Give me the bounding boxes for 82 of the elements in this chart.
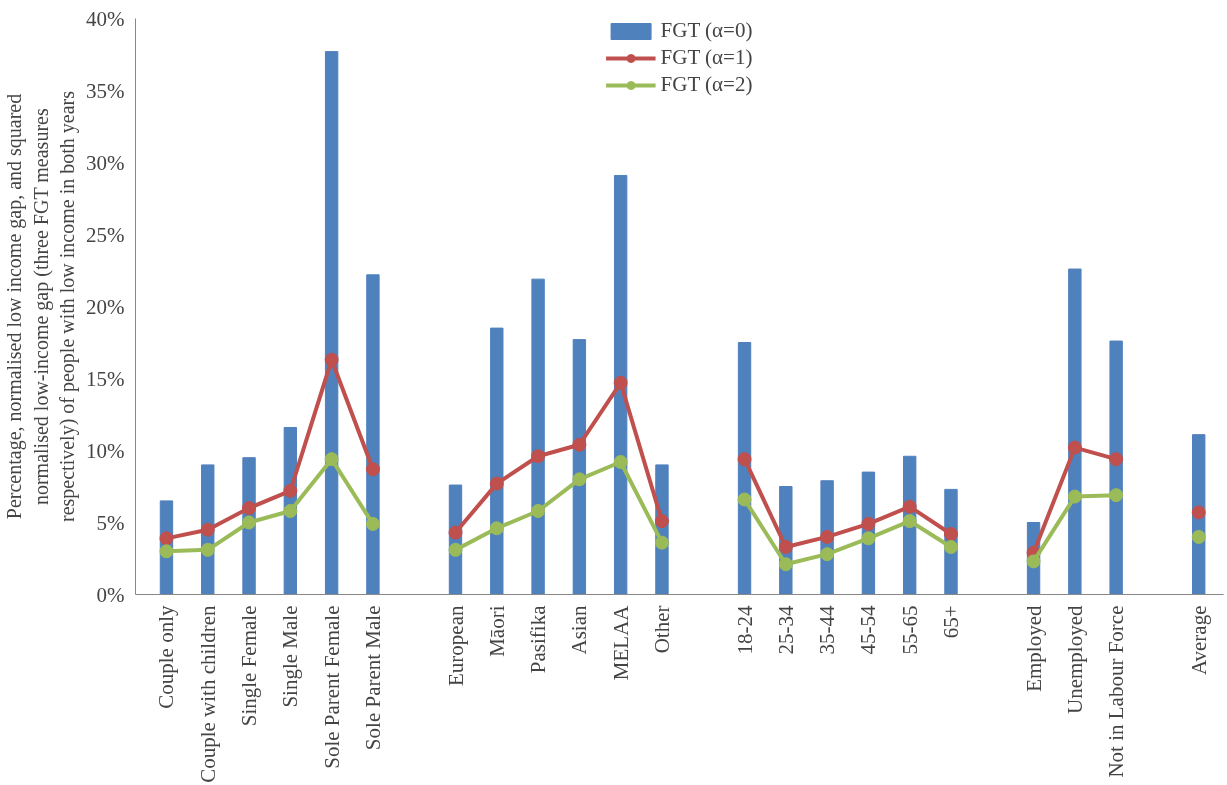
y-tick-label: 5% bbox=[96, 510, 125, 535]
point bbox=[943, 527, 958, 542]
x-tick-label: 25-34 bbox=[773, 605, 798, 655]
bar bbox=[613, 174, 628, 595]
y-tick-label: 25% bbox=[86, 222, 125, 247]
y-tick-label: 15% bbox=[86, 366, 125, 391]
point bbox=[737, 492, 752, 507]
point bbox=[1191, 505, 1206, 520]
point bbox=[820, 547, 835, 562]
y-tick-label: 30% bbox=[86, 150, 125, 175]
point bbox=[365, 462, 380, 477]
x-tick-label: 65+ bbox=[938, 605, 963, 639]
x-tick-label: Not in Labour Force bbox=[1104, 605, 1129, 778]
y-tick-label: 35% bbox=[86, 78, 125, 103]
point bbox=[1109, 488, 1124, 503]
x-tick-label: Other bbox=[649, 605, 674, 654]
point bbox=[1026, 554, 1041, 569]
x-tick-label: European bbox=[443, 605, 468, 686]
legend-label: FGT (α=1) bbox=[660, 45, 753, 70]
x-tick-label: 45-54 bbox=[856, 605, 881, 655]
point bbox=[861, 531, 876, 546]
point bbox=[902, 499, 917, 514]
point bbox=[489, 476, 504, 491]
point bbox=[324, 452, 339, 467]
point bbox=[572, 472, 587, 487]
point bbox=[448, 542, 463, 557]
point bbox=[242, 515, 257, 530]
x-tick-label: Average bbox=[1186, 605, 1211, 676]
y-tick-label: 0% bbox=[96, 582, 125, 607]
x-tick-label: Couple with children bbox=[195, 605, 220, 783]
x-tick-label: Pasifika bbox=[526, 604, 551, 674]
y-tick-label: 10% bbox=[86, 438, 125, 463]
bar bbox=[531, 278, 545, 595]
point bbox=[242, 501, 257, 516]
point bbox=[1109, 452, 1124, 467]
bar bbox=[490, 327, 504, 595]
point bbox=[448, 525, 463, 540]
point bbox=[531, 503, 546, 518]
x-tick-label: Unemployed bbox=[1062, 605, 1087, 714]
point bbox=[200, 522, 215, 537]
legend-label: FGT (α=2) bbox=[660, 72, 753, 97]
x-tick-label: 35-44 bbox=[815, 605, 840, 655]
y-tick-label: 40% bbox=[86, 6, 125, 31]
point bbox=[489, 521, 504, 536]
point bbox=[943, 539, 958, 554]
x-tick-label: Single Female bbox=[237, 605, 262, 727]
point bbox=[778, 539, 793, 554]
point bbox=[654, 535, 669, 550]
bar bbox=[366, 274, 380, 595]
point bbox=[324, 352, 339, 367]
x-tick-label: Single Male bbox=[278, 605, 303, 708]
bar bbox=[1109, 340, 1123, 595]
point bbox=[861, 516, 876, 531]
point bbox=[778, 557, 793, 572]
x-tick-label: Sole Parent Female bbox=[319, 605, 344, 769]
point bbox=[531, 449, 546, 464]
point bbox=[1191, 529, 1206, 544]
x-tick-label: Couple only bbox=[154, 605, 179, 709]
point bbox=[200, 542, 215, 557]
point bbox=[613, 375, 628, 390]
x-tick-label: Employed bbox=[1021, 605, 1046, 692]
x-tick-label: MELAA bbox=[608, 604, 633, 681]
x-tick-label: 18-24 bbox=[732, 605, 757, 655]
point bbox=[283, 483, 298, 498]
point bbox=[737, 452, 752, 467]
x-tick-label: Sole Parent Male bbox=[360, 605, 385, 751]
x-tick-label: 55-65 bbox=[897, 605, 922, 655]
point bbox=[159, 544, 174, 559]
point bbox=[902, 514, 917, 529]
point bbox=[613, 455, 628, 470]
x-tick-label: Asian bbox=[567, 605, 592, 655]
point bbox=[654, 514, 669, 529]
x-tick-label: Māori bbox=[484, 605, 509, 657]
point bbox=[365, 516, 380, 531]
y-tick-label: 20% bbox=[86, 294, 125, 319]
point bbox=[820, 529, 835, 544]
legend-label: FGT (α=0) bbox=[660, 18, 753, 43]
point bbox=[159, 531, 174, 546]
bar bbox=[324, 51, 339, 595]
point bbox=[572, 437, 587, 452]
point bbox=[283, 503, 298, 518]
y-axis-title: Percentage, normalised low income gap, and squared normalised low-income gap (three FGT measures respectively) of people with low income in both years bbox=[3, 90, 80, 522]
